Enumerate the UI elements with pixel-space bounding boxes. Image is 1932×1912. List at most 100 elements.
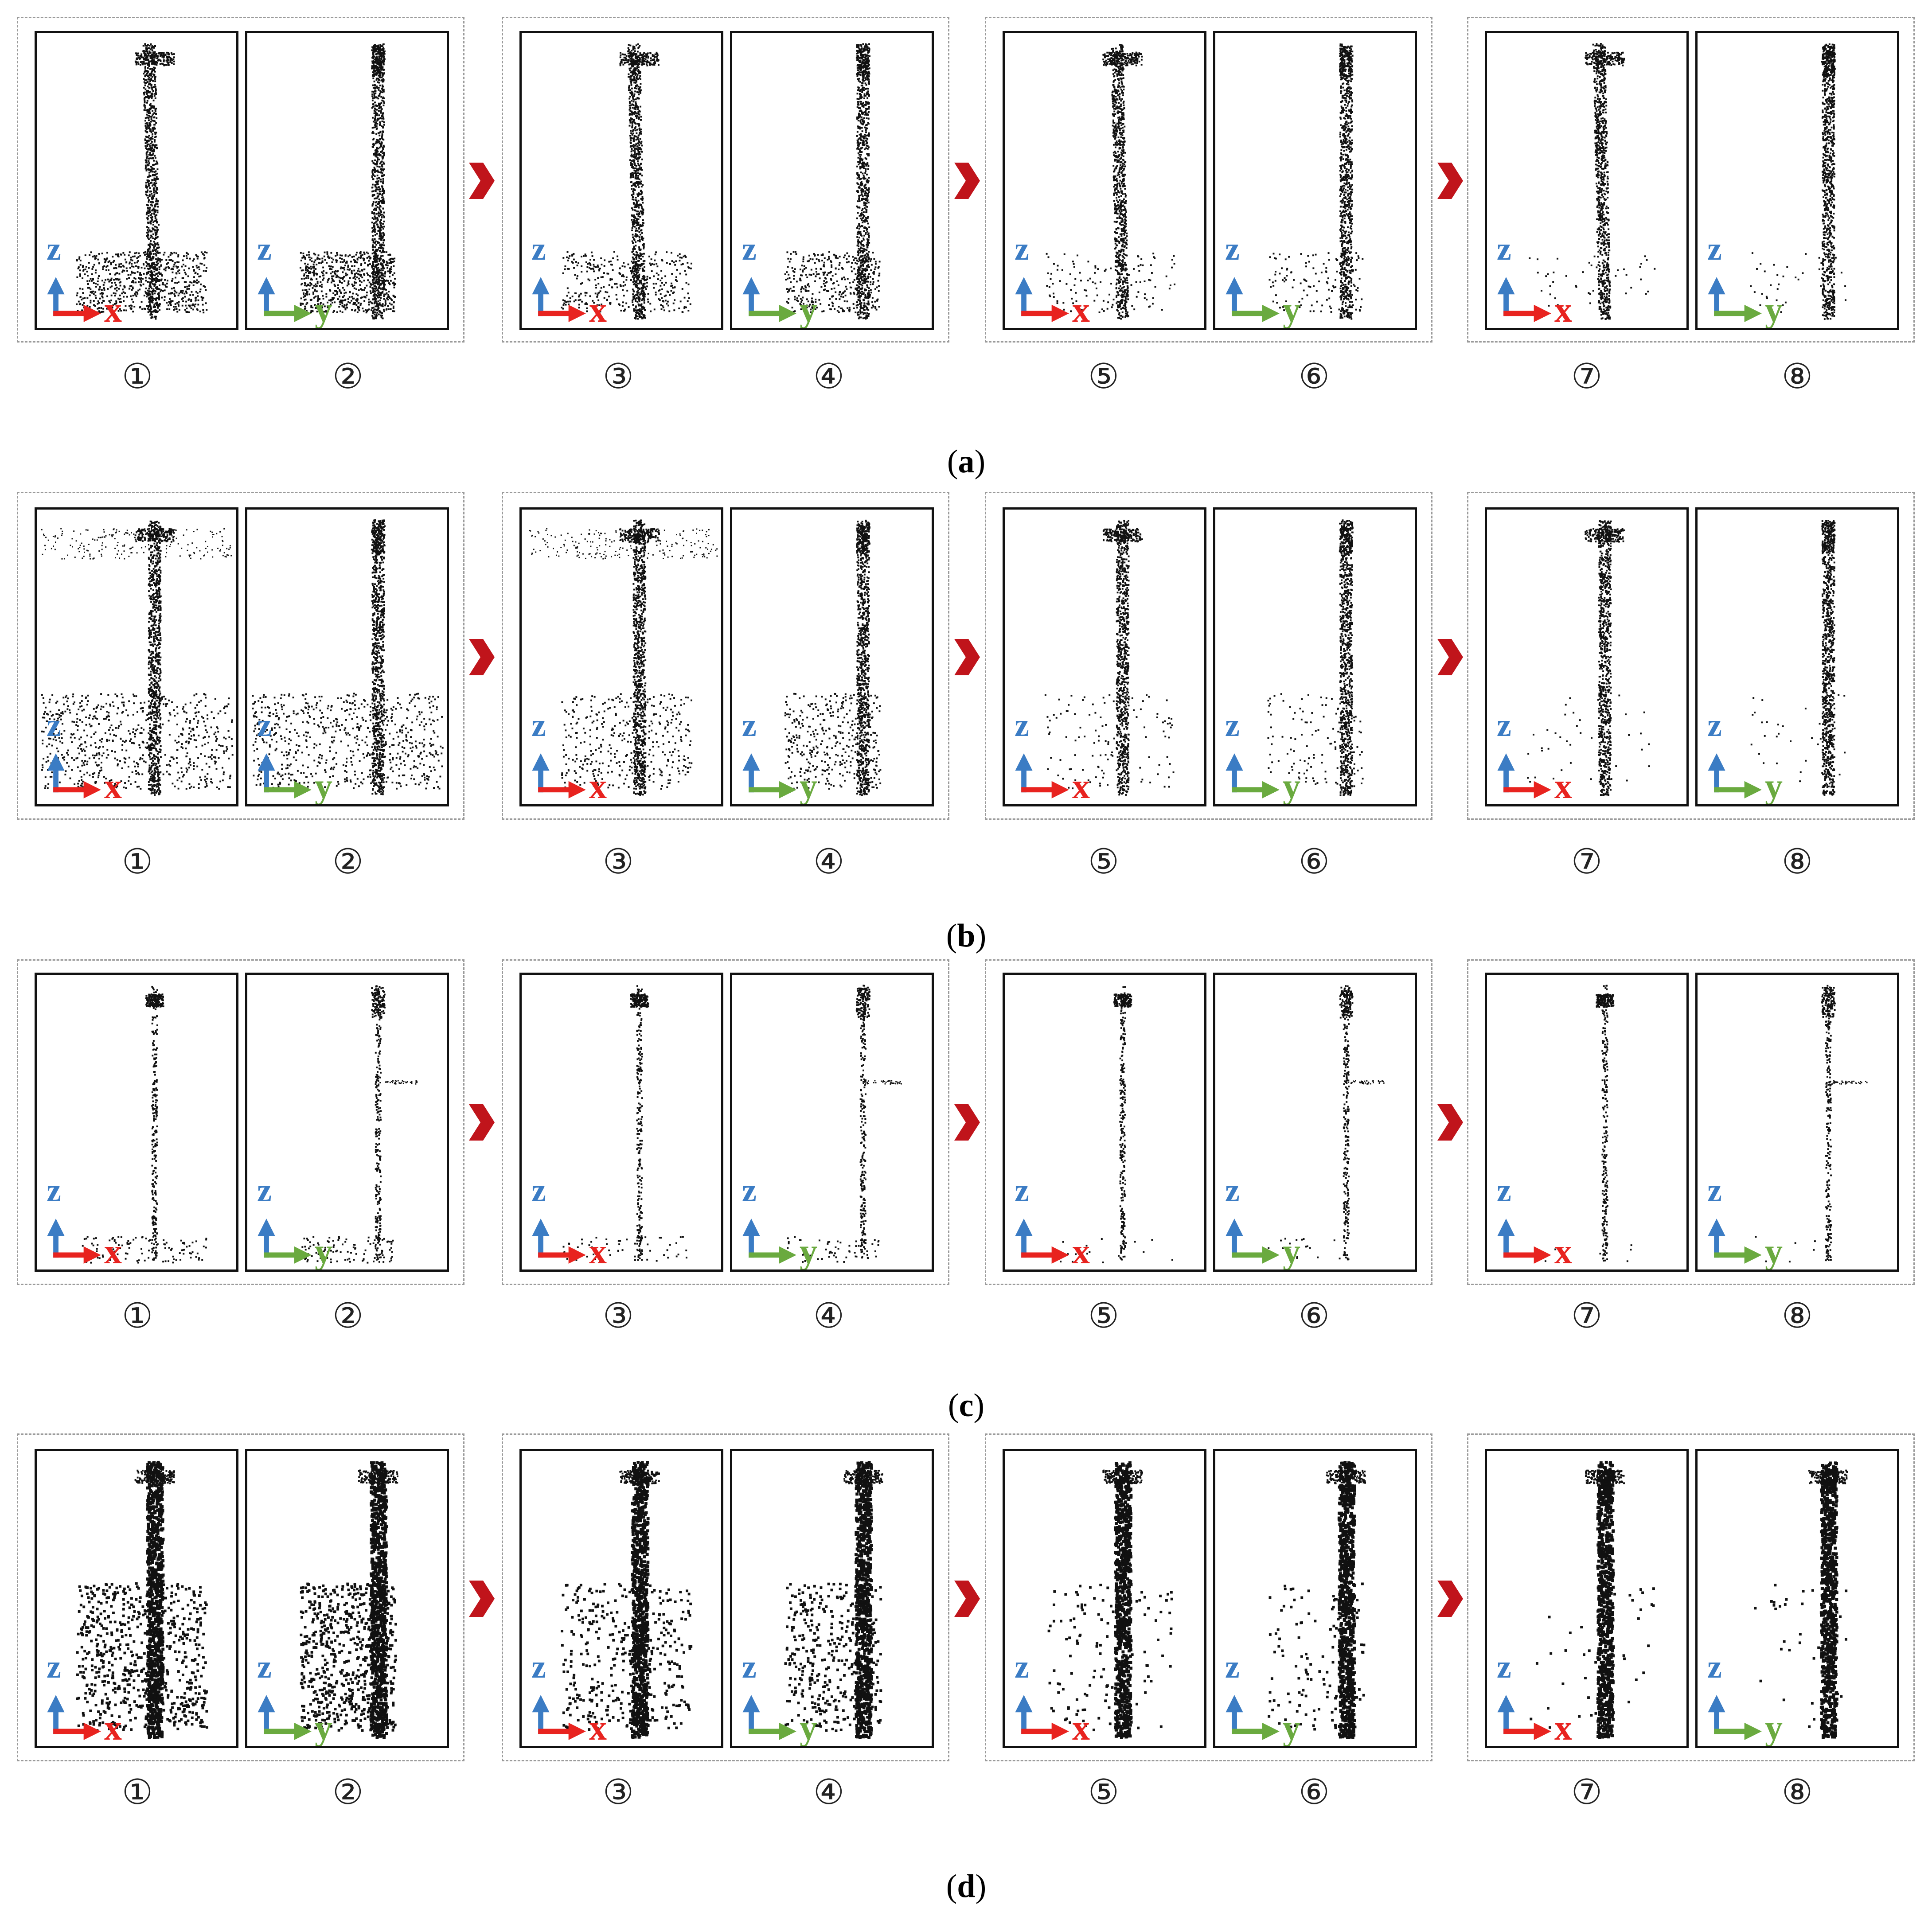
panel-number: ③ [592,1766,645,1819]
z-axis-label: z [1497,709,1511,742]
caption-paren-open: ( [946,1868,957,1904]
panel-number: ④ [802,835,855,888]
panel-number: ① [111,350,164,403]
caption-paren-close: ) [975,444,986,480]
x-axis-label: x [589,292,607,328]
point-cloud [529,519,718,796]
z-axis-label: z [1497,1174,1511,1207]
z-axis-label: z [742,1174,757,1207]
panel-number: ⑧ [1771,350,1824,403]
caption-paren-close: ) [976,918,987,954]
chevron-right-icon [1437,1580,1463,1617]
chevron-right-icon [954,639,980,675]
y-axis-label: y [1765,1710,1783,1746]
z-axis-label: z [531,709,546,742]
panel-number: ⑦ [1560,1289,1613,1343]
x-axis-label: x [104,1710,122,1746]
y-axis-label: y [315,292,332,328]
point-cloud [1046,44,1176,320]
y-axis-label: y [800,292,817,328]
x-axis-label: x [104,1234,122,1269]
point-cloud [1044,519,1175,796]
z-axis-label: z [1015,1651,1029,1683]
chevron-right-icon [1437,1104,1463,1141]
point-cloud [300,985,418,1264]
caption-paren-open: ( [947,444,958,480]
point-cloud [1529,43,1656,320]
z-axis-label: z [1225,1651,1240,1683]
panel-number: ③ [592,1289,645,1343]
panel-number: ⑤ [1077,1766,1130,1819]
caption-letter: c [959,1387,974,1424]
caption-paren-open: ( [948,1387,959,1424]
point-cloud [1044,986,1173,1264]
caption-letter: b [957,918,975,954]
point-cloud [1268,1461,1366,1739]
point-cloud [1530,1460,1655,1739]
point-cloud [1267,519,1364,796]
z-axis-label: z [47,1651,61,1683]
point-cloud [562,985,687,1263]
subfigure-caption: (b) [922,917,1011,955]
panel-number: ④ [802,1289,855,1343]
chevron-right-icon [469,639,495,675]
panel-number: ⑥ [1288,1289,1341,1343]
chevron-right-icon [1437,639,1463,675]
point-cloud [787,985,902,1263]
panel-number: ⑧ [1771,835,1824,888]
y-axis-label: y [315,769,332,804]
z-axis-label: z [257,709,272,742]
caption-letter: a [958,444,975,480]
subfigure-caption: (a) [922,443,1011,481]
point-cloud [1527,520,1650,796]
point-cloud [82,985,207,1264]
x-axis-label: x [1072,1710,1090,1746]
subfigure-caption: (d) [922,1868,1011,1905]
x-axis-label: x [104,292,122,328]
x-axis-label: x [1072,769,1090,804]
x-axis-label: x [1554,1234,1572,1269]
caption-paren-close: ) [973,1387,984,1424]
z-axis-label: z [1707,233,1722,265]
subfigure-caption: (c) [922,1387,1011,1425]
point-cloud [1268,985,1385,1261]
z-axis-label: z [531,1651,546,1683]
z-axis-label: z [1707,1651,1722,1683]
z-axis-label: z [1497,1651,1511,1683]
z-axis-label: z [257,233,272,265]
panel-number: ⑤ [1077,350,1130,403]
point-cloud [252,519,444,795]
z-axis-label: z [257,1651,272,1683]
panel-number: ① [111,835,164,888]
z-axis-label: z [257,1174,272,1207]
point-cloud [1750,520,1846,796]
panel-number: ① [111,1289,164,1343]
chevron-right-icon [469,162,495,199]
point-cloud [41,520,234,796]
panel-number: ② [321,1289,375,1343]
point-cloud [561,43,692,320]
y-axis-label: y [1765,1234,1783,1269]
panel-number: ④ [802,350,855,403]
z-axis-label: z [742,1651,757,1683]
panel-number: ② [321,1766,375,1819]
